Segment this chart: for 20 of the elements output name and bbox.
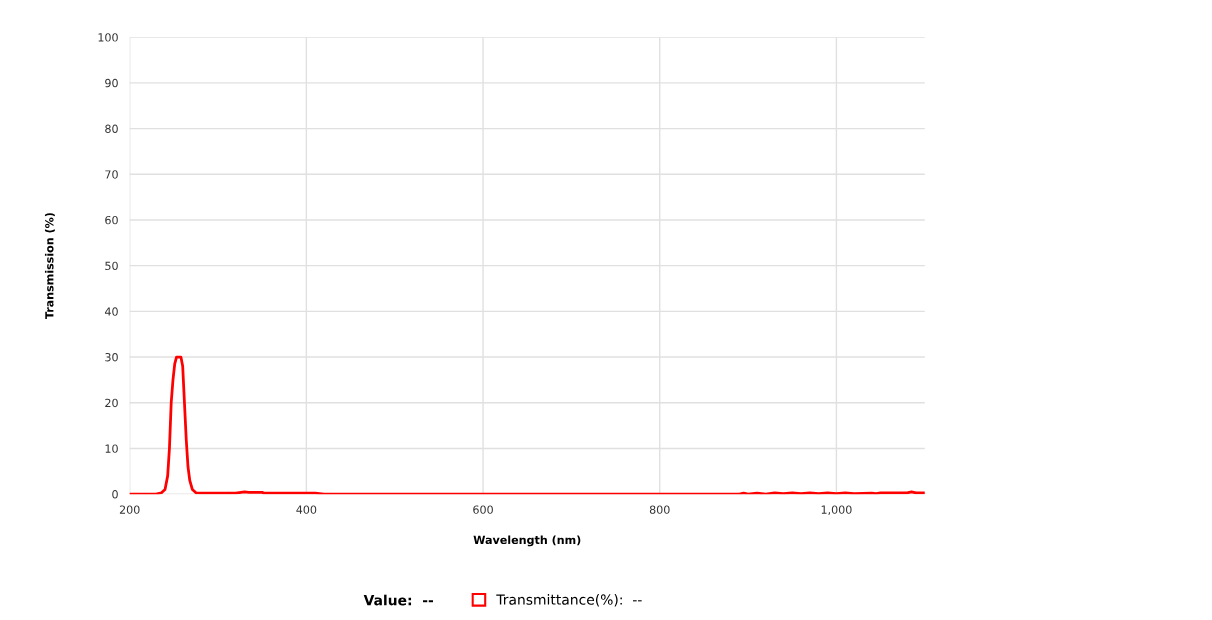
y-tick-label: 20 [105, 398, 118, 408]
text: Value: -- [363, 594, 434, 606]
y-axis-title: Transmission (%) [44, 213, 55, 320]
x-tick-label: 1,000 [821, 505, 852, 515]
y-tick-label: 40 [104, 307, 118, 316]
y-tick-label: 70 [105, 170, 118, 179]
y-tick-label: 90 [105, 78, 118, 88]
x-axis-title: Wavelength (nm) [473, 535, 581, 547]
x-tick-label: 600 [473, 505, 493, 514]
x-tick-label: 200 [119, 505, 140, 514]
y-tick-label: 60 [105, 215, 118, 225]
y-tick-label: 50 [105, 261, 118, 271]
legend-label: Transmittance(%): -- [496, 594, 642, 607]
y-tick-label: 100 [98, 33, 118, 42]
y-tick-label: 0 [112, 490, 118, 499]
x-tick-label: 800 [649, 505, 670, 514]
x-tick-label: 400 [296, 505, 317, 514]
y-tick-label: 80 [105, 124, 118, 133]
y-tick-label: 10 [105, 444, 118, 453]
y-tick-label: 30 [105, 353, 118, 362]
